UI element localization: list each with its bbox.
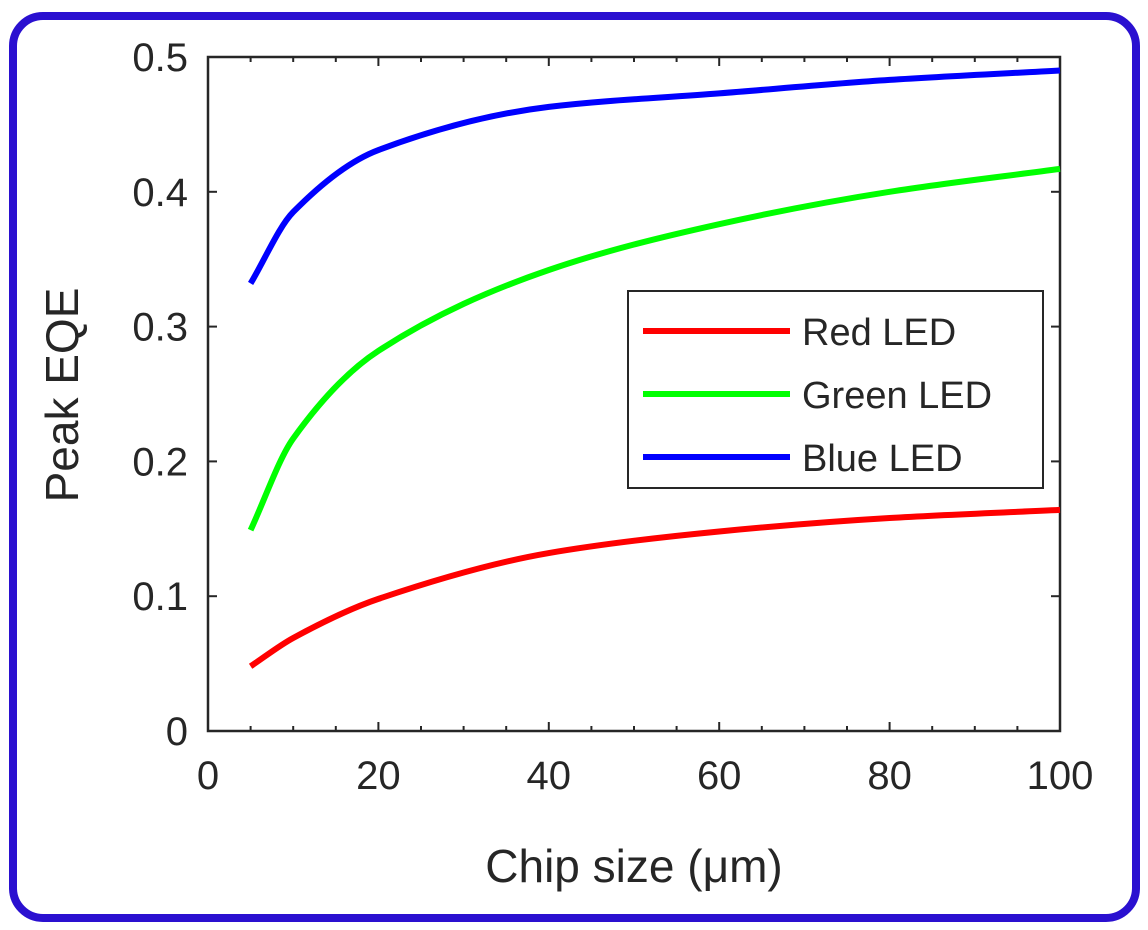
x-tick-label: 100: [1027, 754, 1094, 798]
y-axis-label: Peak EQE: [36, 288, 88, 503]
x-tick-label: 40: [527, 754, 572, 798]
y-tick-label: 0.5: [132, 36, 188, 80]
x-tick-label: 0: [197, 754, 219, 798]
y-tick-label: 0.4: [132, 171, 188, 215]
x-tick-label: 20: [356, 754, 401, 798]
y-tick-label: 0: [166, 710, 188, 754]
legend-label: Blue LED: [802, 438, 963, 480]
x-tick-label: 80: [867, 754, 912, 798]
series-line-blue-led: [248, 67, 1061, 285]
y-tick-label: 0.1: [132, 575, 188, 619]
y-tick-label: 0.2: [132, 440, 188, 484]
legend-label: Green LED: [802, 375, 992, 417]
series-line-green-led: [247, 165, 1061, 532]
x-tick-label: 60: [697, 754, 742, 798]
x-axis-label: Chip size (μm): [485, 840, 782, 892]
y-tick-label: 0.3: [132, 306, 188, 350]
series-line-red-led: [248, 506, 1061, 669]
legend-label: Red LED: [802, 312, 956, 354]
